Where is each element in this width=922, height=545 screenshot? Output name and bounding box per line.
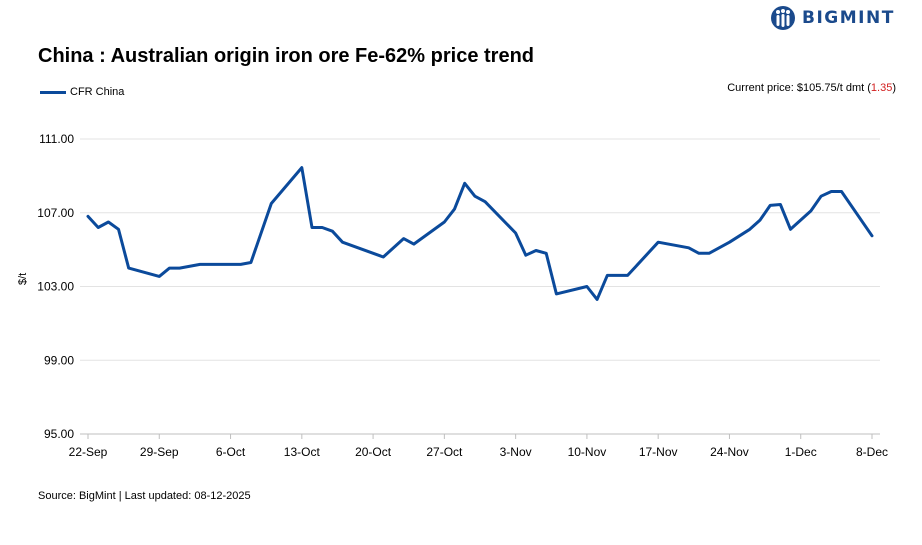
x-tick-label: 1-Dec [785,445,817,459]
current-price-label: Current price: $105.75/t dmt ( [727,82,871,94]
series-group [86,166,874,301]
gridlines [80,138,880,361]
x-axis: 22-Sep 29-Sep 6-Oct 13-Oct 20-Oct 27-Oct 3-Nov… [69,433,888,459]
x-tick-label: 22-Sep [69,445,108,459]
y-tick-label: 99.00 [44,353,74,367]
chart-title: China : Australian origin iron ore Fe-62… [38,45,535,67]
x-tick-label: 29-Sep [140,445,179,459]
x-tick-label: 10-Nov [568,445,607,459]
y-tick-label: 107.00 [37,206,74,220]
x-tick-label: 20-Oct [355,445,392,459]
legend-label: CFR China [70,86,125,98]
x-tick-label: 24-Nov [710,445,749,459]
current-price-close: ) [892,82,896,94]
x-tick-label: 13-Oct [284,445,321,459]
brand-logo: BIGMINT [770,4,895,32]
y-axis-ticks: 95.00 99.00 103.00 107.00 111.00 [37,132,74,441]
y-tick-label: 111.00 [39,132,74,146]
x-tick-label: 27-Oct [426,445,463,459]
current-price: Current price: $105.75/t dmt (1.35) [727,82,896,94]
bigmint-logo-icon [771,6,795,30]
brand-name: BIGMINT [802,8,895,28]
legend-swatch [40,90,66,94]
chart-legend: CFR China [40,86,124,98]
x-tick-label: 6-Oct [216,445,246,459]
x-tick-label: 17-Nov [639,445,678,459]
x-tick-label: 3-Nov [500,445,532,459]
y-tick-label: 95.00 [44,427,74,441]
x-tick-label: 8-Dec [856,445,888,459]
source-note: Source: BigMint | Last updated: 08-12-20… [38,490,251,502]
y-tick-label: 103.00 [37,280,74,294]
series-line-cfr-china [86,166,874,301]
price-change: 1.35 [870,82,893,94]
